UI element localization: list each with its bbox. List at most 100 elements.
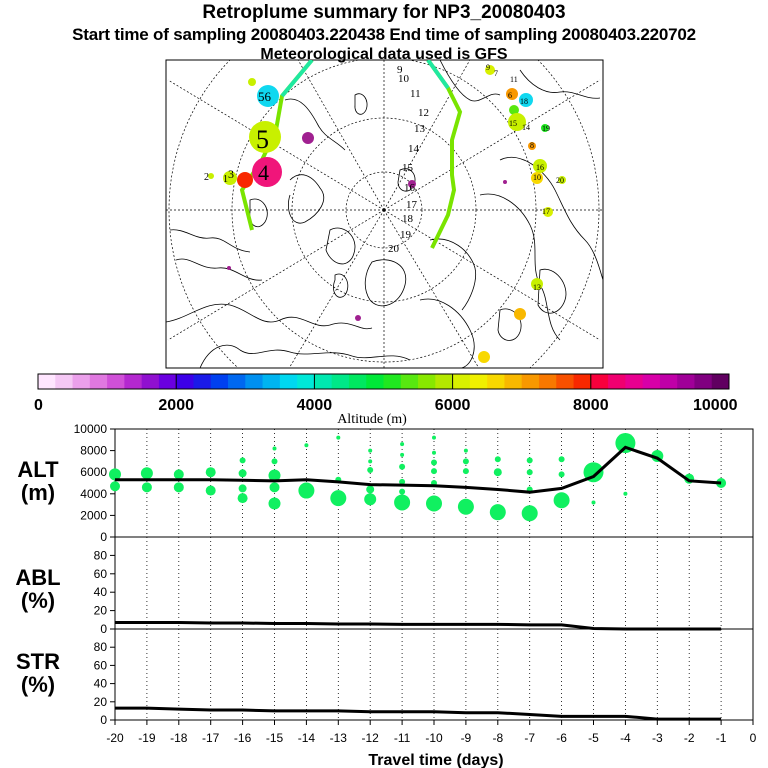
scatter-point — [432, 435, 436, 440]
colorbar-tick-label: 4000 — [297, 397, 333, 414]
scatter-point — [239, 457, 246, 464]
y-tick-label: 20 — [94, 604, 108, 618]
colorbar-swatch — [590, 374, 609, 389]
map-small-label: 6 — [508, 91, 512, 100]
day-label-10: 10 — [398, 73, 410, 85]
scatter-point — [431, 468, 437, 475]
latitude-circle — [168, 60, 600, 368]
scatter-point — [237, 493, 248, 504]
colorbar-swatch — [383, 374, 402, 389]
scatter-point — [431, 459, 437, 466]
trajectory-label-3: 3 — [228, 167, 234, 181]
colorbar-swatch — [418, 374, 436, 389]
colorbar-swatch — [210, 374, 229, 389]
panel-alt: 0 2000 4000 6000 8000 10000 — [74, 422, 754, 544]
day-label-13: 13 — [414, 123, 426, 135]
cluster-5 — [249, 121, 281, 153]
scatter-point — [173, 469, 184, 480]
cluster-18 — [519, 93, 533, 107]
scatter-point — [367, 467, 374, 474]
cluster-17 — [248, 78, 256, 86]
x-tick-label: -1 — [716, 731, 727, 745]
day-label-12: 12 — [418, 107, 429, 119]
scatter-point — [526, 469, 533, 476]
chart-title: Retroplume summary for NP3_20080403 — [202, 2, 566, 23]
y-tick-label: 0 — [100, 713, 107, 727]
day-label-14: 14 — [408, 143, 420, 155]
x-tick-label: -9 — [461, 731, 472, 745]
scatter-point — [366, 485, 375, 494]
y-tick-label: 0 — [100, 622, 107, 636]
y-tick-label: 40 — [94, 585, 108, 599]
map-small-label: 11 — [510, 75, 518, 84]
cluster-dot2 — [227, 266, 231, 270]
map-small-label: 7 — [494, 69, 498, 78]
colorbar-swatch — [245, 374, 263, 389]
scatter-point — [364, 493, 377, 506]
abl-ylabel: ABL (%) — [8, 566, 68, 612]
map-small-label: 15 — [509, 119, 517, 128]
map-small-label: 8 — [530, 141, 534, 150]
colorbar-swatch — [141, 374, 160, 389]
altitude-colorbar: 0 2000 4000 6000 8000 10000 Altitude (m) — [34, 373, 738, 427]
colorbar-swatch — [89, 374, 108, 389]
cluster-purple — [302, 132, 314, 144]
trajectory-label-5: 5 — [256, 125, 269, 154]
cluster-56 — [257, 85, 279, 107]
colorbar-swatch — [176, 374, 194, 389]
map-small-label: 18 — [520, 97, 528, 106]
trajectory-label-4: 4 — [258, 160, 269, 185]
coastlines — [166, 60, 603, 368]
scatter-point — [493, 468, 502, 477]
colorbar-swatch — [348, 374, 367, 389]
scatter-point — [432, 450, 436, 455]
y-tick-label: 20 — [94, 695, 108, 709]
y-tick-label: 80 — [94, 640, 108, 654]
scatter-point — [269, 482, 280, 493]
colorbar-swatch — [487, 374, 505, 389]
scatter-point — [462, 468, 469, 475]
colorbar-tick-label: 0 — [34, 397, 43, 414]
scatter-point — [399, 463, 406, 470]
scatter-point — [457, 498, 474, 515]
scatter-point — [558, 456, 565, 463]
str-ylabel-line2: (%) — [20, 672, 56, 698]
x-tick-label: -13 — [330, 731, 348, 745]
cluster-15 — [508, 113, 526, 131]
colorbar-swatch — [469, 374, 488, 389]
colorbar-swatch — [694, 374, 713, 389]
colorbar-swatch — [331, 374, 350, 389]
colorbar-swatch — [262, 374, 281, 389]
y-tick-label: 8000 — [80, 444, 107, 458]
colorbar-swatch — [556, 374, 574, 389]
abl-line — [115, 621, 722, 631]
scatter-point — [526, 457, 533, 464]
cluster-20 — [558, 176, 566, 184]
panel-frame — [114, 536, 754, 630]
scatter-point — [271, 458, 278, 465]
str-ylabel-line1: STR — [16, 649, 60, 674]
day-label-17: 17 — [406, 199, 418, 211]
scatter-point — [205, 485, 216, 496]
scatter-point — [489, 504, 506, 521]
map-small-label: 9 — [486, 63, 490, 72]
cluster-dot — [355, 315, 361, 321]
colorbar-swatch — [158, 374, 177, 389]
scatter-point — [462, 458, 469, 465]
day-label-16: 16 — [404, 182, 416, 194]
cluster-3 — [237, 172, 253, 188]
scatter-point — [558, 471, 565, 478]
panel-frame — [114, 628, 754, 721]
alt-ylabel-line2: (m) — [20, 480, 56, 506]
x-tick-label: -18 — [170, 731, 188, 745]
scatter-point — [394, 494, 411, 511]
cluster-small — [208, 173, 214, 179]
abl-ylabel-line1: ABL — [15, 565, 61, 590]
colorbar-tick-label: 8000 — [573, 397, 609, 414]
trajectory-east-start — [426, 60, 450, 90]
x-tick-label: -3 — [652, 731, 663, 745]
x-tick-label: -11 — [394, 731, 411, 745]
cluster-10 — [531, 172, 543, 184]
scatter-point — [140, 467, 153, 480]
